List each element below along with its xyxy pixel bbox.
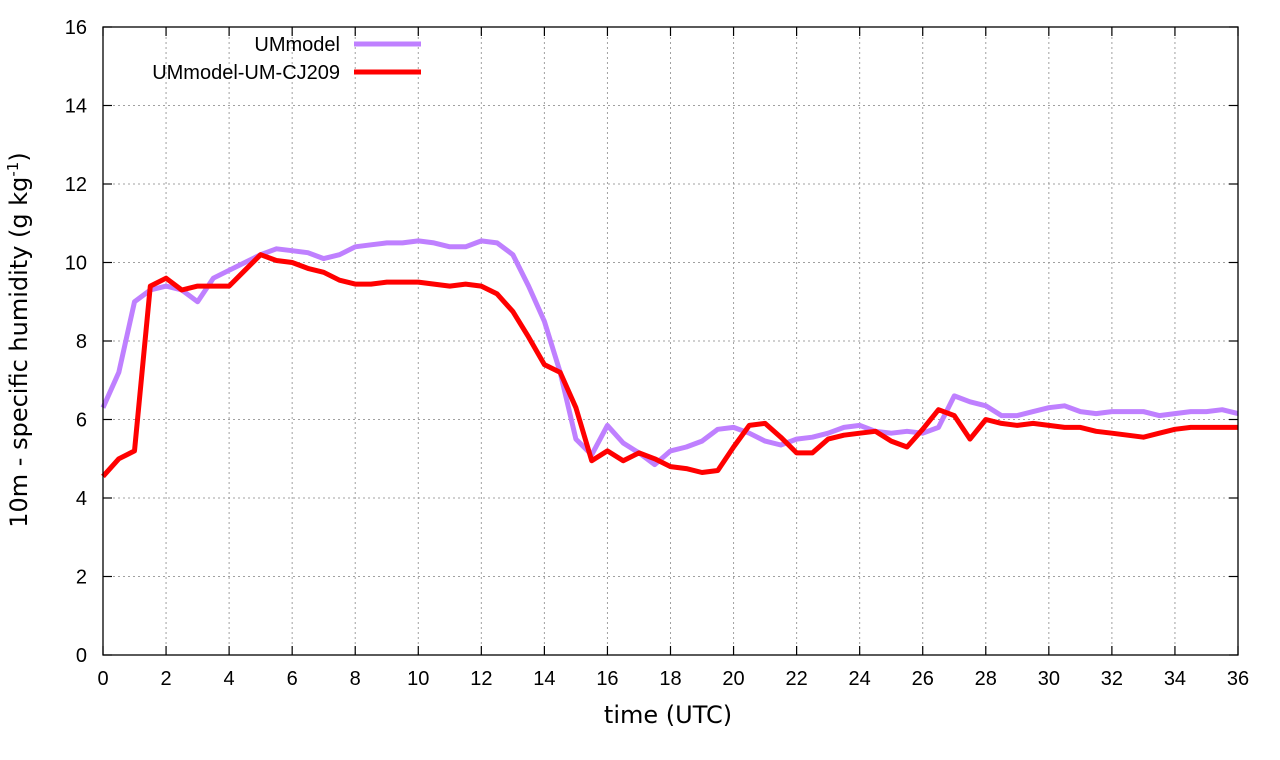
y-tick-label: 0: [76, 645, 87, 667]
y-tick-label: 12: [65, 174, 87, 196]
y-tick-label: 14: [65, 96, 87, 118]
x-tick-label: 36: [1227, 668, 1249, 690]
x-tick-label: 28: [975, 668, 997, 690]
x-tick-label: 6: [287, 668, 298, 690]
y-axis-tick-labels: 0 2 4 6 8 10 12 14 16: [65, 17, 87, 667]
y-axis-title-tail: ): [5, 152, 33, 161]
y-tick-label: 16: [65, 17, 87, 39]
y-tick-label: 2: [76, 567, 87, 589]
x-tick-label: 20: [722, 668, 744, 690]
legend-label-ummodel: UMmodel: [254, 34, 340, 56]
x-tick-label: 16: [596, 668, 618, 690]
x-tick-label: 2: [160, 668, 171, 690]
series-line-ummodel-um-cj209: [101, 252, 1238, 479]
x-tick-label: 12: [470, 668, 492, 690]
x-tick-label: 14: [533, 668, 555, 690]
y-tick-label: 4: [76, 488, 87, 510]
x-tick-label: 10: [407, 668, 429, 690]
series-line-ummodel: [100, 238, 1239, 468]
grid-lines: [103, 27, 1238, 655]
legend-label-ummodel-um-cj209: UMmodel-UM-CJ209: [152, 62, 340, 84]
x-axis-tick-labels: 0 2 4 6 8 10 12 14 16 18 20 22 24 26 28 30 32 34 36: [97, 668, 1249, 690]
y-tick-label: 6: [76, 410, 87, 432]
x-tick-label: 4: [224, 668, 235, 690]
x-tick-label: 30: [1038, 668, 1060, 690]
x-tick-label: 8: [350, 668, 361, 690]
x-tick-label: 32: [1101, 668, 1123, 690]
x-tick-label: 26: [912, 668, 934, 690]
y-axis-title-superscript: -1: [4, 162, 22, 177]
y-axis-title-main: 10m - specific humidity (g kg: [5, 177, 33, 528]
x-tick-label: 18: [659, 668, 681, 690]
legend: UMmodel UMmodel-UM-CJ209: [152, 34, 421, 84]
tick-marks: [102, 26, 1239, 656]
x-tick-label: 0: [97, 668, 108, 690]
plot-series: [100, 238, 1239, 479]
y-tick-label: 8: [76, 331, 87, 353]
x-axis-title: time (UTC): [604, 701, 732, 729]
y-axis-title: 10m - specific humidity (g kg-1): [4, 152, 33, 527]
x-tick-label: 34: [1164, 668, 1186, 690]
y-tick-label: 10: [65, 253, 87, 275]
x-tick-label: 24: [849, 668, 871, 690]
x-tick-label: 22: [785, 668, 807, 690]
